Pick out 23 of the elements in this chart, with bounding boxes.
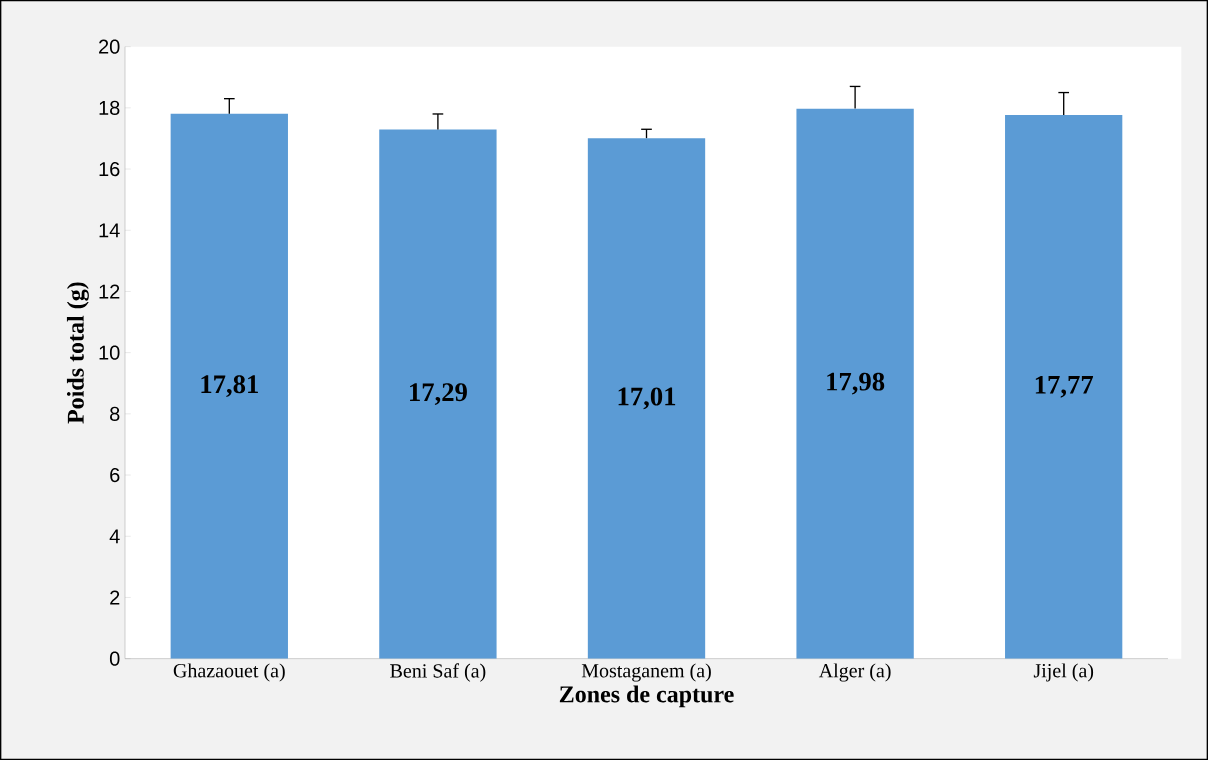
data-label: 17,81 — [201, 375, 258, 398]
data-label: 17,77 — [1035, 375, 1094, 398]
x-tick-label: Alger (a) — [818, 663, 891, 682]
data-label: 17,01 — [618, 387, 676, 410]
y-tick-label: 20 — [99, 39, 120, 54]
x-tick-label: Jijel (a) — [1033, 663, 1094, 682]
x-tick-label: Beni Saf (a) — [390, 663, 486, 682]
y-tick-label: 16 — [99, 161, 120, 177]
y-tick-label: 14 — [99, 223, 120, 238]
y-tick-label: 12 — [99, 284, 120, 299]
y-tick-label: 4 — [109, 529, 120, 544]
x-tick-label: Ghazaouet (a) — [173, 663, 285, 682]
y-tick-label: 10 — [99, 345, 120, 360]
y-tick-label: 2 — [110, 590, 120, 605]
y-tick-label: 18 — [99, 100, 120, 115]
y-axis-title: Poids total (g) — [66, 282, 89, 424]
y-tick-label: 6 — [110, 467, 120, 483]
data-label: 17,29 — [410, 383, 467, 405]
y-tick-label: 0 — [109, 651, 120, 666]
data-label: 17,98 — [827, 372, 885, 395]
x-tick-label: Mostaganem (a) — [581, 663, 711, 682]
x-axis-title: Zones de capture — [559, 685, 734, 708]
y-tick-label: 8 — [110, 406, 120, 421]
